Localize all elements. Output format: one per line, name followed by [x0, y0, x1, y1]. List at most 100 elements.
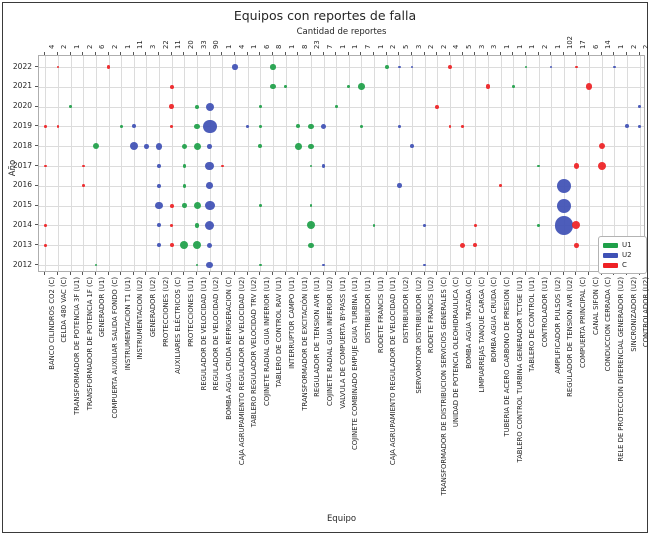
legend: U1 U2 C [598, 236, 647, 274]
column-count-label: 2 [439, 44, 448, 49]
data-point [155, 201, 163, 210]
data-point [284, 85, 287, 89]
x-tick-mark-bottom [208, 272, 210, 275]
data-point [270, 64, 276, 70]
grid-line-vertical [121, 56, 123, 271]
x-tick-label: BOMBA AGUA TRATADA (C) [465, 277, 474, 369]
x-tick-mark-bottom [234, 272, 235, 275]
data-point [170, 224, 174, 227]
data-point [308, 143, 314, 149]
x-tick-mark-top [132, 52, 134, 55]
column-count-label: 3 [490, 44, 499, 49]
x-tick-mark-top [499, 52, 501, 55]
grid-line-horizontal [39, 185, 644, 187]
x-tick-mark-top [550, 52, 552, 55]
x-tick-mark-bottom [537, 272, 539, 275]
legend-swatch-c [603, 262, 618, 268]
data-point [435, 104, 440, 109]
x-tick-label: TABLERO DE CONTROL RAV (U1) [275, 277, 284, 388]
grid-line-vertical [95, 56, 97, 271]
y-tick-mark [35, 125, 38, 127]
column-count-label: 1 [123, 44, 132, 49]
x-tick-label: INSTRUMENTACION (U2) [136, 277, 145, 360]
grid-line-vertical [475, 56, 477, 271]
x-tick-mark-top [448, 52, 450, 55]
x-tick-mark-top [208, 52, 210, 55]
grid-line-vertical [247, 56, 249, 271]
data-point [473, 224, 477, 227]
data-point [202, 119, 217, 134]
data-point [157, 243, 162, 248]
data-point [308, 123, 314, 130]
data-point [473, 243, 478, 248]
data-point [294, 142, 302, 150]
data-point [459, 242, 466, 248]
x-tick-label: VALVULA DE COMPUERTA BY-PASS (U1) [338, 277, 347, 409]
legend-label-u2: U2 [622, 251, 632, 259]
grid-line-vertical [159, 56, 161, 271]
data-point [410, 65, 414, 69]
data-point [258, 144, 263, 149]
x-tick-mark-top [588, 52, 590, 55]
data-point [585, 83, 593, 91]
data-point [322, 263, 325, 267]
column-count-label: 3 [414, 44, 423, 49]
data-point [193, 142, 201, 150]
y-tick-label: 2022 [12, 61, 32, 71]
data-point [334, 105, 338, 108]
grid-line-horizontal [39, 106, 644, 108]
x-tick-mark-top [398, 52, 400, 55]
data-point [358, 83, 365, 91]
data-point [511, 85, 515, 89]
data-point [360, 125, 363, 128]
y-tick-label: 2017 [12, 160, 32, 170]
data-point [556, 198, 571, 213]
grid-line-horizontal [39, 245, 644, 247]
column-count-label: 3 [477, 44, 486, 49]
data-point [169, 243, 174, 248]
x-tick-label: COJINETE RADIAL GUIA INFERIOR (U1) [262, 277, 271, 406]
grid-line-horizontal [39, 166, 644, 167]
column-count-label: 1 [250, 44, 259, 49]
data-point [410, 144, 414, 149]
y-tick-mark [35, 244, 38, 246]
x-axis-title: Equipo [326, 514, 357, 524]
data-point [106, 65, 111, 69]
grid-line-vertical [374, 56, 376, 271]
data-point [556, 178, 571, 193]
grid-line-vertical [108, 56, 110, 271]
x-tick-mark-top [170, 52, 172, 55]
grid-line-horizontal [39, 225, 644, 227]
y-tick-mark [35, 184, 38, 186]
x-tick-label: BANCO CILINDROS CO2 (C) [47, 277, 56, 370]
x-tick-label: REGULADOR DE TENSION AVR (U2) [566, 277, 575, 397]
data-point [43, 224, 47, 227]
data-point [144, 143, 149, 149]
column-count-label: 4 [237, 44, 246, 49]
x-tick-mark-bottom [259, 272, 261, 275]
grid-line-horizontal [39, 67, 644, 68]
x-tick-mark-bottom [107, 272, 109, 275]
x-tick-label: REGULADOR DE VELOCIDAD (U2) [212, 277, 221, 391]
legend-item-u1: U1 [603, 240, 642, 250]
data-point [129, 142, 138, 151]
x-tick-mark-top [474, 52, 476, 55]
grid-line-vertical [285, 56, 287, 271]
x-tick-mark-top [69, 52, 71, 55]
x-tick-mark-bottom [436, 272, 438, 275]
x-tick-mark-top [297, 52, 299, 55]
y-tick-mark [35, 264, 38, 265]
x-tick-label: CONTROLADOR (U1) [541, 277, 549, 348]
grid-line-vertical [348, 56, 350, 271]
data-point [423, 224, 427, 227]
data-point [182, 183, 187, 188]
x-tick-label: RODETE FRANCIS (U2) [427, 277, 436, 354]
x-tick-mark-bottom [69, 272, 71, 275]
y-tick-mark [35, 224, 38, 226]
data-point [94, 263, 98, 267]
legend-item-c: C [603, 260, 642, 270]
x-tick-mark-top [221, 52, 223, 55]
data-point [81, 184, 85, 188]
data-point [384, 65, 389, 69]
